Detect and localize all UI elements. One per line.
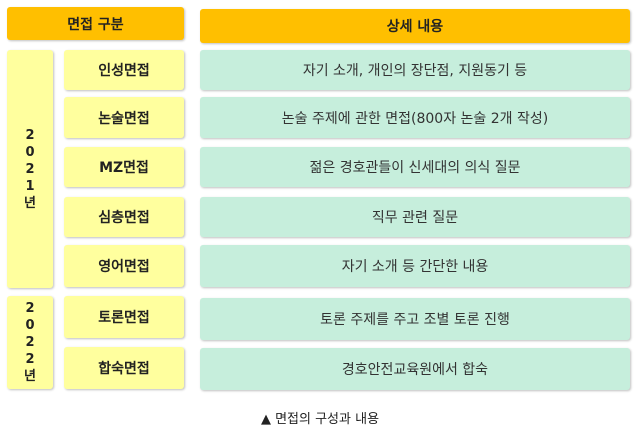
year-char: 2 [25, 352, 35, 367]
interview-type: 합숙면접 [64, 347, 184, 389]
header-detail: 상세 내용 [200, 9, 630, 43]
year-char: 2 [25, 127, 35, 143]
interview-type: MZ면접 [64, 147, 184, 187]
year-char: 0 [25, 318, 35, 333]
interview-type: 토론면접 [64, 296, 184, 338]
interview-detail: 젊은 경호관들이 신세대의 의식 질문 [200, 147, 630, 187]
interview-type: 논술면접 [64, 97, 184, 138]
year-2022: 2 0 2 2 년 [7, 296, 53, 389]
year-char: 년 [24, 195, 36, 211]
year-char: 2 [25, 335, 35, 350]
year-char: 2 [25, 161, 35, 177]
interview-detail: 논술 주제에 관한 면접(800자 논술 2개 작성) [200, 97, 630, 138]
interview-detail: 경호안전교육원에서 합숙 [200, 348, 630, 390]
interview-type: 영어면접 [64, 245, 184, 287]
year-char: 1 [25, 178, 35, 194]
interview-detail: 자기 소개 등 간단한 내용 [200, 245, 630, 287]
interview-type: 심층면접 [64, 197, 184, 237]
interview-type: 인성면접 [64, 50, 184, 90]
year-char: 2 [25, 301, 35, 316]
year-char: 0 [25, 144, 35, 160]
interview-detail: 자기 소개, 개인의 장단점, 지원동기 등 [200, 50, 630, 90]
year-char: 년 [24, 369, 36, 384]
interview-detail: 토론 주제를 주고 조별 토론 진행 [200, 298, 630, 340]
header-category: 면접 구분 [7, 7, 184, 40]
year-2021: 2 0 2 1 년 [7, 50, 53, 288]
caption: ▲ 면접의 구성과 내용 [260, 412, 380, 427]
interview-detail: 직무 관련 질문 [200, 197, 630, 237]
